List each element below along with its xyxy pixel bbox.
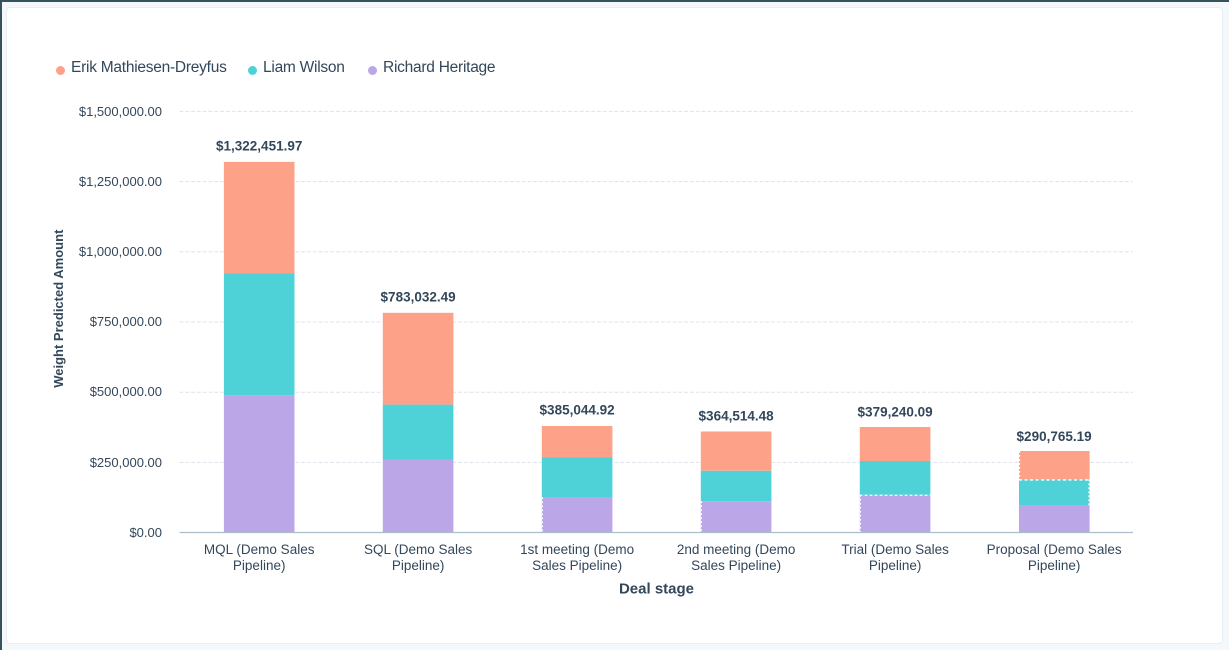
svg-text:$500,000.00: $500,000.00 (90, 384, 162, 399)
svg-text:$290,765.19: $290,765.19 (1017, 429, 1092, 444)
svg-text:Pipeline): Pipeline) (1028, 558, 1081, 573)
svg-text:Deal stage: Deal stage (619, 581, 694, 598)
svg-text:$385,044.92: $385,044.92 (540, 403, 615, 418)
svg-text:$364,514.48: $364,514.48 (699, 409, 775, 424)
svg-text:Pipeline): Pipeline) (392, 558, 445, 573)
svg-text:Weight Predicted Amount: Weight Predicted Amount (51, 229, 66, 388)
svg-text:Sales Pipeline): Sales Pipeline) (691, 558, 781, 573)
svg-text:$250,000.00: $250,000.00 (90, 455, 162, 470)
svg-text:Pipeline): Pipeline) (869, 558, 922, 573)
svg-text:MQL (Demo Sales: MQL (Demo Sales (204, 542, 315, 557)
svg-text:$0.00: $0.00 (129, 525, 162, 540)
svg-text:Trial (Demo Sales: Trial (Demo Sales (841, 542, 949, 557)
svg-text:$750,000.00: $750,000.00 (90, 314, 162, 329)
svg-text:$1,500,000.00: $1,500,000.00 (79, 104, 162, 119)
svg-text:$1,000,000.00: $1,000,000.00 (79, 244, 162, 259)
svg-text:Sales Pipeline): Sales Pipeline) (532, 558, 622, 573)
svg-text:2nd meeting (Demo: 2nd meeting (Demo (677, 542, 796, 557)
svg-text:Pipeline): Pipeline) (233, 558, 286, 573)
svg-text:$783,032.49: $783,032.49 (381, 290, 456, 305)
svg-text:1st meeting (Demo: 1st meeting (Demo (520, 542, 634, 557)
svg-text:$1,322,451.97: $1,322,451.97 (216, 139, 302, 154)
svg-text:$1,250,000.00: $1,250,000.00 (79, 174, 162, 189)
svg-text:$379,240.09: $379,240.09 (858, 405, 933, 420)
svg-text:Proposal (Demo Sales: Proposal (Demo Sales (987, 542, 1122, 557)
svg-text:SQL (Demo Sales: SQL (Demo Sales (364, 542, 473, 557)
